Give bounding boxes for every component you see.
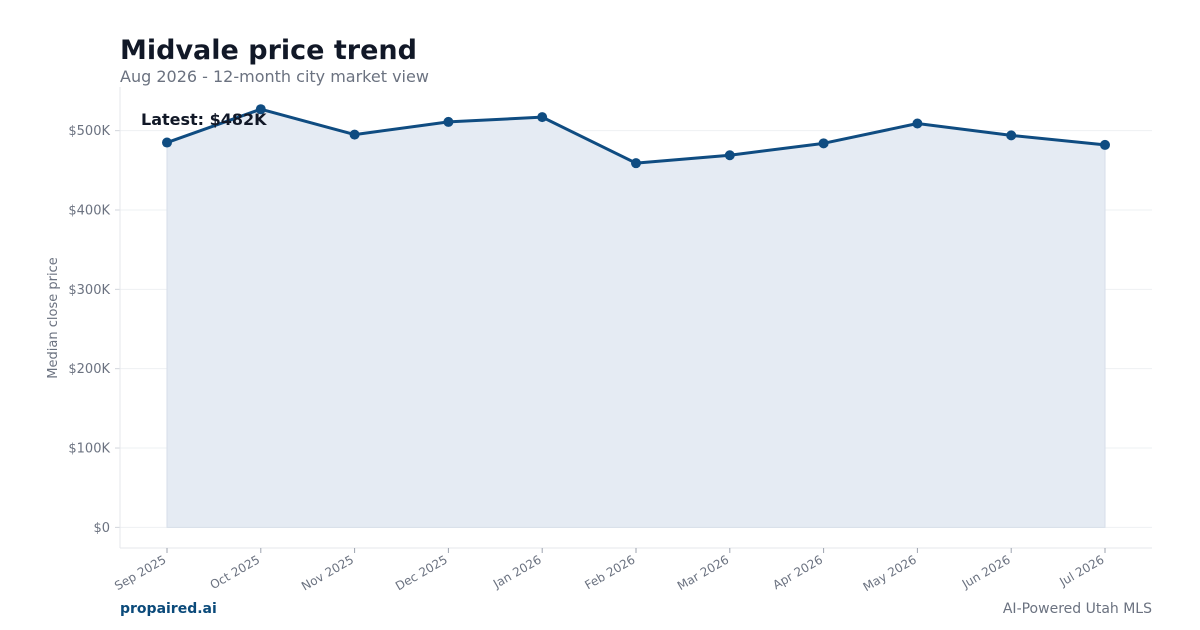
x-tick-label: Apr 2026 xyxy=(770,552,825,592)
y-axis-label: Median close price xyxy=(46,257,61,378)
latest-price-annotation: Latest: $482K xyxy=(141,110,267,129)
brand-tagline: AI-Powered Utah MLS xyxy=(1002,601,1152,617)
x-tick-label: May 2026 xyxy=(861,552,919,594)
x-tick-label: Oct 2025 xyxy=(208,552,263,592)
y-tick-label: $300K xyxy=(68,283,110,298)
data-point xyxy=(912,118,923,129)
chart-title: Midvale price trend xyxy=(120,35,417,66)
y-tick-label: $500K xyxy=(68,124,110,139)
data-points xyxy=(162,104,1110,169)
y-tick-label: $400K xyxy=(68,203,110,218)
x-tick-label: Jun 2026 xyxy=(959,552,1013,591)
y-tick-label: $0 xyxy=(93,521,110,536)
chart-subtitle: Aug 2026 - 12-month city market view xyxy=(120,67,429,86)
axes xyxy=(115,87,1152,553)
data-point xyxy=(1006,130,1017,141)
data-point xyxy=(1100,139,1110,150)
data-point xyxy=(537,112,548,123)
data-point xyxy=(818,138,829,149)
x-tick-label: Sep 2025 xyxy=(112,552,168,593)
area-layer xyxy=(166,108,1106,528)
x-tick-label: Feb 2026 xyxy=(582,552,637,592)
data-point xyxy=(724,150,735,161)
area-fill xyxy=(166,108,1106,528)
y-tick-label: $100K xyxy=(68,442,110,457)
x-tick-label: Dec 2025 xyxy=(393,552,450,593)
brand-name: propaired.ai xyxy=(120,601,217,617)
data-point xyxy=(255,104,266,115)
data-point xyxy=(162,137,172,148)
x-tick-label: Nov 2025 xyxy=(299,552,356,593)
y-tick-label: $200K xyxy=(68,362,110,377)
data-point xyxy=(349,129,360,140)
x-tick-label: Mar 2026 xyxy=(675,552,731,593)
data-point xyxy=(443,116,454,127)
x-tick-label: Jul 2026 xyxy=(1056,552,1106,589)
x-tick-label: Jan 2026 xyxy=(490,552,544,591)
data-point xyxy=(631,158,641,169)
